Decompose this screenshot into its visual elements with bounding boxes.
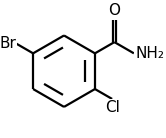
Text: NH₂: NH₂ [135,46,164,61]
Text: O: O [108,3,120,18]
Text: Cl: Cl [105,100,120,115]
Text: Br: Br [0,36,16,51]
